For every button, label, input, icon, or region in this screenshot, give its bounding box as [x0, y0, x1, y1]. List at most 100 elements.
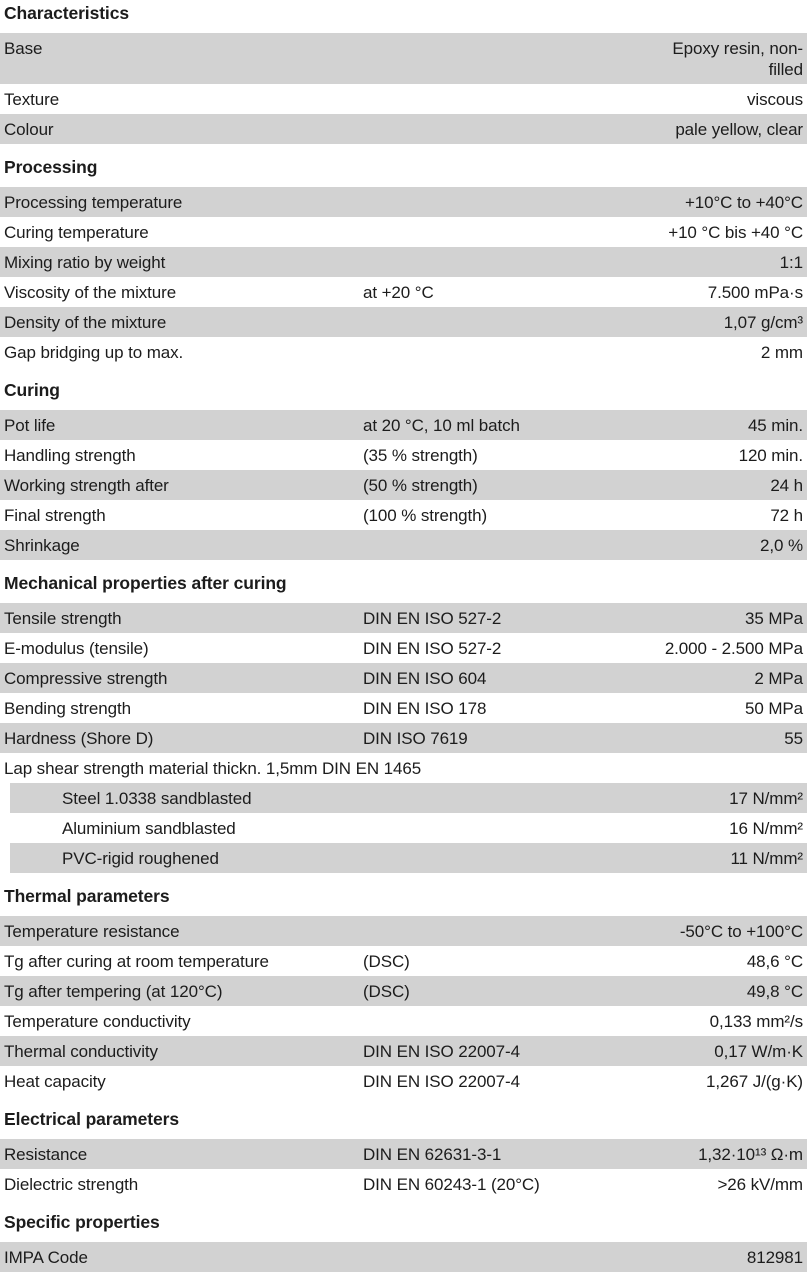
section-rows: Base Epoxy resin, non- filled Texture vi…	[0, 33, 807, 144]
table-row: Temperature conductivity 0,133 mm²/s	[0, 1006, 807, 1036]
property-value: +10 °C bis +40 °C	[668, 222, 803, 242]
table-row: Gap bridging up to max. 2 mm	[0, 337, 807, 367]
test-standard: (100 % strength)	[363, 505, 488, 525]
datasheet-section: Electrical parameters Resistance DIN EN …	[0, 1109, 807, 1199]
property-label: PVC-rigid roughened	[62, 848, 219, 868]
property-label: Hardness (Shore D)	[4, 728, 154, 748]
property-value: 35 MPa	[745, 608, 803, 628]
datasheet-section: Processing Processing temperature +10°C …	[0, 157, 807, 367]
property-value: 2,0 %	[760, 535, 803, 555]
section-title: Characteristics	[4, 3, 129, 23]
table-row: Final strength (100 % strength) 72 h	[0, 500, 807, 530]
property-value: 16 N/mm²	[729, 818, 803, 838]
property-value: 1:1	[779, 252, 803, 272]
test-standard: DIN EN ISO 178	[363, 698, 487, 718]
test-standard: at 20 °C, 10 ml batch	[363, 415, 520, 435]
property-label: IMPA Code	[4, 1247, 88, 1267]
property-value: +10°C to +40°C	[684, 192, 803, 212]
property-value: 49,8 °C	[746, 981, 803, 1001]
test-standard: (35 % strength)	[363, 445, 478, 465]
table-row: Dielectric strength DIN EN 60243-1 (20°C…	[0, 1169, 807, 1199]
property-label: Bending strength	[4, 698, 131, 718]
property-label: Working strength after	[4, 475, 169, 495]
table-row: Density of the mixture 1,07 g/cm³	[0, 307, 807, 337]
table-row: Curing temperature +10 °C bis +40 °C	[0, 217, 807, 247]
table-row: PVC-rigid roughened 11 N/mm²	[10, 843, 807, 873]
test-standard: (DSC)	[363, 981, 410, 1001]
property-value: 120 min.	[738, 445, 804, 465]
property-value: 812981	[746, 1247, 803, 1267]
property-label: Gap bridging up to max.	[4, 342, 184, 362]
property-value: viscous	[747, 89, 803, 109]
property-value: 0,17 W/m·K	[714, 1041, 803, 1061]
property-value: 7.500 mPa·s	[707, 282, 803, 302]
table-row: Texture viscous	[0, 84, 807, 114]
datasheet-section: Thermal parameters Temperature resistanc…	[0, 886, 807, 1096]
property-label: Temperature resistance	[4, 921, 180, 941]
table-row: Base Epoxy resin, non- filled	[0, 33, 807, 84]
table-row: E-modulus (tensile) DIN EN ISO 527-2 2.0…	[0, 633, 807, 663]
property-label: Curing temperature	[4, 222, 149, 242]
section-rows: IMPA Code 812981	[0, 1242, 807, 1272]
property-label: Tg after curing at room temperature	[4, 951, 269, 971]
property-value: 72 h	[770, 505, 803, 525]
table-row: Aluminium sandblasted 16 N/mm²	[10, 813, 807, 843]
section-rows: Processing temperature +10°C to +40°C Cu…	[0, 187, 807, 367]
property-label: Lap shear strength material thickn. 1,5m…	[4, 758, 422, 778]
table-row: Resistance DIN EN 62631-3-1 1,32·10¹³ Ω·…	[0, 1139, 807, 1169]
property-label: Compressive strength	[4, 668, 168, 688]
property-value: 11 N/mm²	[730, 848, 803, 868]
table-row: Processing temperature +10°C to +40°C	[0, 187, 807, 217]
property-value: 55	[784, 728, 803, 748]
property-value: 2.000 - 2.500 MPa	[664, 638, 803, 658]
table-row: Tg after curing at room temperature (DSC…	[0, 946, 807, 976]
property-label: E-modulus (tensile)	[4, 638, 149, 658]
table-row: Pot life at 20 °C, 10 ml batch 45 min.	[0, 410, 807, 440]
property-value: 45 min.	[747, 415, 803, 435]
property-label: Heat capacity	[4, 1071, 106, 1091]
section-title: Thermal parameters	[4, 886, 170, 906]
property-value: 1,267 J/(g·K)	[706, 1071, 803, 1091]
property-value: >26 kV/mm	[717, 1174, 803, 1194]
property-value: 1,32·10¹³ Ω·m	[698, 1144, 803, 1164]
test-standard: DIN EN 62631-3-1	[363, 1144, 502, 1164]
test-standard: DIN EN ISO 527-2	[363, 638, 502, 658]
property-label: Processing temperature	[4, 192, 183, 212]
property-label: Tg after tempering (at 120°C)	[4, 981, 223, 1001]
test-standard: at +20 °C	[363, 282, 434, 302]
property-label: Steel 1.0338 sandblasted	[62, 788, 252, 808]
datasheet-section: Mechanical properties after curing Tensi…	[0, 573, 807, 873]
table-row: Thermal conductivity DIN EN ISO 22007-4 …	[0, 1036, 807, 1066]
property-value: pale yellow, clear	[675, 119, 803, 139]
section-title: Curing	[4, 380, 60, 400]
test-standard: DIN ISO 7619	[363, 728, 468, 748]
section-rows: Resistance DIN EN 62631-3-1 1,32·10¹³ Ω·…	[0, 1139, 807, 1199]
table-row: Heat capacity DIN EN ISO 22007-4 1,267 J…	[0, 1066, 807, 1096]
datasheet-section: Curing Pot life at 20 °C, 10 ml batch 45…	[0, 380, 807, 560]
section-title: Mechanical properties after curing	[4, 573, 287, 593]
property-label: Base	[4, 38, 43, 58]
property-label: Mixing ratio by weight	[4, 252, 166, 272]
property-label: Tensile strength	[4, 608, 122, 628]
test-standard: (DSC)	[363, 951, 410, 971]
property-label: Aluminium sandblasted	[62, 818, 236, 838]
test-standard: (50 % strength)	[363, 475, 478, 495]
test-standard: DIN EN ISO 22007-4	[363, 1041, 520, 1061]
property-value: 50 MPa	[745, 698, 803, 718]
property-label: Colour	[4, 119, 54, 139]
table-row: Steel 1.0338 sandblasted 17 N/mm²	[10, 783, 807, 813]
table-row: Temperature resistance -50°C to +100°C	[0, 916, 807, 946]
property-label: Final strength	[4, 505, 106, 525]
property-value: 2 MPa	[754, 668, 803, 688]
section-title: Electrical parameters	[4, 1109, 179, 1129]
test-standard: DIN EN ISO 604	[363, 668, 487, 688]
table-row: Shrinkage 2,0 %	[0, 530, 807, 560]
property-label: Density of the mixture	[4, 312, 167, 332]
property-value: 1,07 g/cm³	[723, 312, 803, 332]
table-row: Bending strength DIN EN ISO 178 50 MPa	[0, 693, 807, 723]
table-row: Colour pale yellow, clear	[0, 114, 807, 144]
section-rows: Temperature resistance -50°C to +100°C T…	[0, 916, 807, 1096]
property-label: Texture	[4, 89, 60, 109]
table-row: Working strength after (50 % strength) 2…	[0, 470, 807, 500]
property-value: 2 mm	[760, 342, 803, 362]
